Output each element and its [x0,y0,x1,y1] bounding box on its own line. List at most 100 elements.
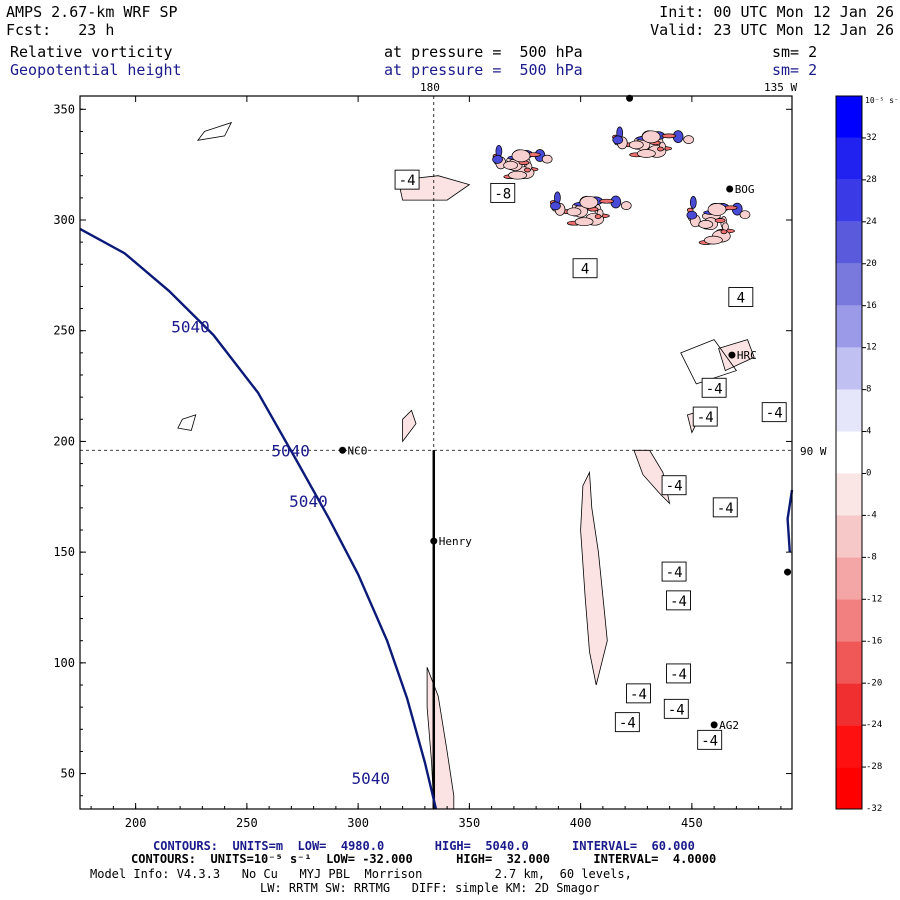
vorticity-cell [574,217,594,227]
y-tick-label: 250 [53,324,75,338]
vorticity-cell [683,135,694,144]
vorticity-cell [637,149,656,158]
y-tick-label: 50 [61,767,75,781]
vorticity-contour-label: 4 [572,258,598,279]
vorticity-label-box [692,406,718,427]
vorticity-contour-label: -4 [614,712,640,733]
colorbar-segment [836,641,862,684]
forecast-hour: Fcst: 23 h [6,21,115,39]
lon-label-90w: 90 W [800,445,827,458]
y-tick-label: 300 [53,213,75,227]
vorticity-label-box [626,683,651,704]
contour-loop [680,339,738,385]
x-tick-label: 450 [681,816,703,830]
station-label: AG2 [719,719,739,732]
station-marker [430,537,438,545]
y-tick-label: 100 [53,656,75,670]
model-title: AMPS 2.67-km WRF SP [6,3,178,21]
colorbar-segment [836,683,862,726]
height-contour-label: 5040 [171,317,210,336]
colorbar-segment [836,389,862,432]
vorticity-cell [704,235,723,245]
colorbar-tick-label: 0 [866,469,871,479]
vorticity-contour-label: -4 [661,475,687,496]
colorbar-segment [836,557,862,600]
vorticity-cell [620,201,632,210]
vorticity-contour-label: 4 [728,287,754,307]
vorticity-cluster-1 [492,144,553,180]
colorbar-unit-label: 10⁻⁵ s⁻¹ [865,96,900,105]
vorticity-region-east-4 [718,339,755,372]
lon-label-135w: 135 W [764,81,798,94]
station-marker [728,351,736,359]
vorticity-label-text: -4 [701,733,718,749]
vorticity-label-text: -4 [619,716,636,732]
vorticity-cell [492,155,503,164]
vorticity-label-text: -4 [666,479,683,495]
colorbar-segment [836,179,862,222]
vorticity-cell [707,203,727,216]
colorbar-segment [836,515,862,558]
colorbar-frame [835,95,863,810]
vorticity-cell [566,207,582,217]
station-marker [710,721,718,729]
vorticity-region-small [402,409,417,443]
vorticity-label-box [666,590,691,611]
colorbar-tick-label: 32 [866,133,877,143]
model-info: Model Info: V4.3.3 No Cu MYJ PBL Morriso… [90,867,632,881]
colorbar-tick-label: 12 [866,343,877,353]
vorticity-label-box [614,712,640,733]
vorticity-contour-label: -4 [692,406,718,427]
colorbar-tick-label: -8 [866,552,877,562]
vorticity-label-text: -4 [706,381,723,397]
vorticity-cell [579,195,599,209]
vorticity-cell [594,214,602,219]
vorticity-cell [657,146,664,152]
vorticity-cell [508,170,527,180]
x-tick-label: 250 [236,816,258,830]
vorticity-label-box [490,182,516,203]
x-tick-label: 350 [459,816,481,830]
plot-frame [79,95,793,810]
vorticity-label-text: -4 [666,565,683,581]
y-tick-label: 350 [53,102,75,116]
vorticity-contour-label: -4 [626,683,651,704]
colorbar-tick-label: -32 [866,804,882,814]
field2-smoothing: sm= 2 [772,61,818,79]
contour-loop [196,121,233,141]
colorbar-tick-label: -4 [866,511,877,521]
vorticity-label-text: -8 [494,186,511,202]
colorbar-tick-label: -16 [866,636,882,646]
vorticity-cluster-3 [686,196,751,245]
colorbar-segment [836,767,862,809]
colorbar-segment [836,137,862,180]
station-marker [339,446,347,454]
vorticity-label-text: -4 [670,594,687,610]
vorticity-cell [524,167,531,173]
vorticity-cell [599,198,614,204]
vorticity-label-box [394,169,420,190]
colorbar-tick-label: -24 [866,720,882,730]
vorticity-cell [641,130,661,144]
vorticity-cell [686,210,698,220]
vorticity-label-text: 4 [581,262,589,278]
vorticity-label-text: -4 [630,687,647,703]
colorbar-tick-label: -12 [866,594,882,604]
colorbar-segment [836,473,862,516]
vorticity-label-box [697,729,723,750]
vorticity-contour-info: CONTOURS: UNITS=10⁻⁵ s⁻¹ LOW= -32.000 HI… [131,852,717,866]
vorticity-label-text: 4 [737,291,745,307]
field2-pressure: at pressure = 500 hPa [384,61,583,79]
valid-time: Valid: 23 UTC Mon 12 Jan 26 [650,21,894,39]
colorbar-tick-label: 24 [866,217,877,227]
vorticity-label-box [761,402,787,423]
vorticity-cell [550,201,561,211]
colorbar-segment [836,599,862,642]
vorticity-contour-label: -4 [666,590,691,611]
colorbar-tick-label: 16 [866,301,877,311]
height-contour-5040-east [786,489,794,553]
x-tick-label: 400 [570,816,592,830]
vorticity-label-box [701,377,727,398]
station-label: NCO [348,444,368,457]
